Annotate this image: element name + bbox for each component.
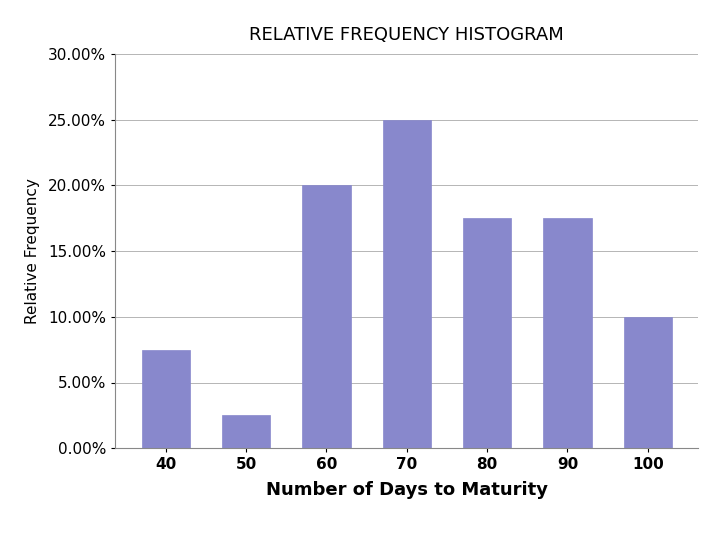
Bar bbox=[222, 415, 270, 448]
Bar bbox=[463, 218, 511, 448]
Bar bbox=[544, 218, 592, 448]
Title: RELATIVE FREQUENCY HISTOGRAM: RELATIVE FREQUENCY HISTOGRAM bbox=[249, 26, 564, 44]
X-axis label: Number of Days to Maturity: Number of Days to Maturity bbox=[266, 481, 548, 498]
Bar bbox=[624, 317, 672, 448]
Bar bbox=[383, 120, 431, 448]
Y-axis label: Relative Frequency: Relative Frequency bbox=[24, 178, 40, 324]
Bar bbox=[142, 350, 190, 448]
Bar bbox=[302, 185, 351, 448]
